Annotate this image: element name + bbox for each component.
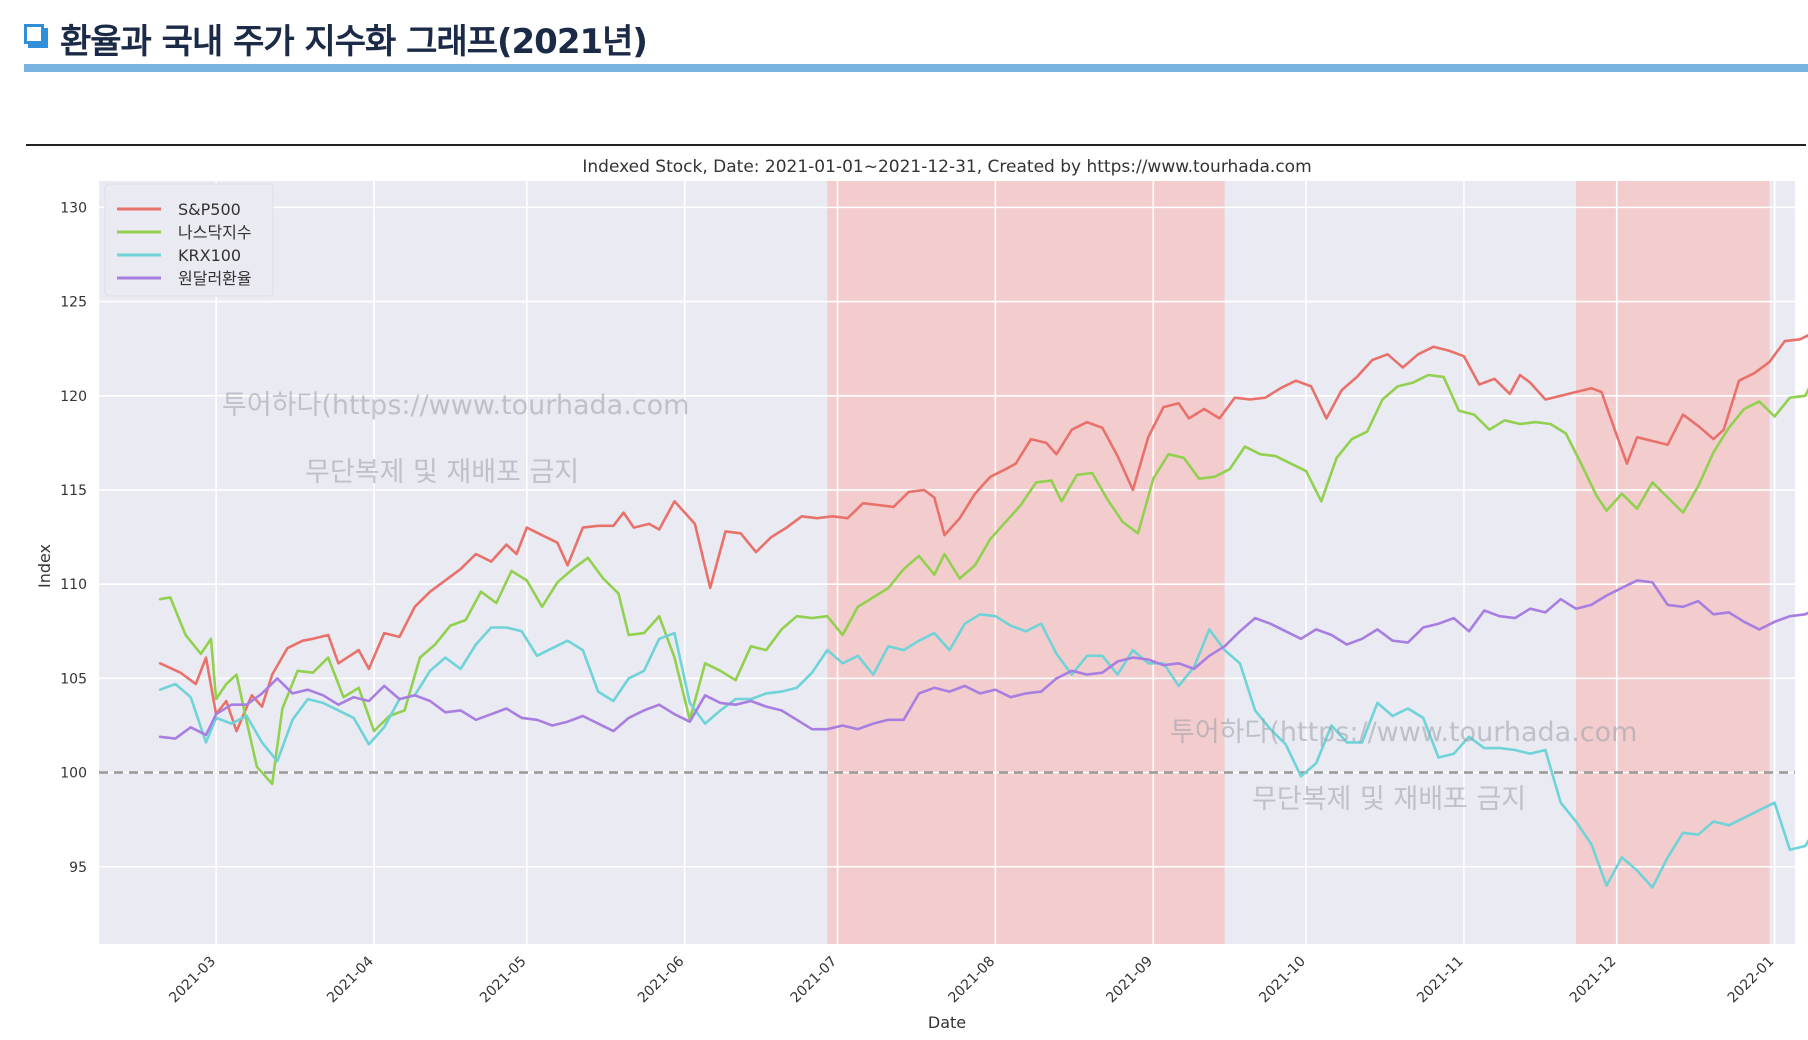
checkbox-square-icon [24,24,48,48]
watermark-line: 투어하다(https://www.tourhada.com [1170,717,1637,748]
y-tick-label: 115 [60,483,87,499]
watermark-line: 무단복제 및 재배포 금지 [1252,784,1526,815]
figure-divider [26,144,1806,146]
series-lines [158,333,1808,889]
series-line [158,373,1808,786]
legend-label: 나스닥지수 [178,223,252,242]
shaded-range [1575,181,1770,944]
y-tick-label: 125 [60,295,87,311]
y-tick-label: 100 [60,766,87,782]
series-line [158,333,1808,733]
x-tick-label: 2021-04 [324,953,377,1006]
series-line [158,579,1808,740]
y-tick-label: 130 [60,200,87,216]
x-tick-label: 2021-07 [788,954,841,1007]
watermarks: 투어하다(https://www.tourhada.com 무단복제 및 재배포… [222,390,1637,815]
legend-box [104,183,274,297]
header-divider [24,64,1808,72]
watermark-line: 무단복제 및 재배포 금지 [305,457,579,488]
shaded-range [827,181,1225,944]
x-tick-label: 2021-06 [635,953,688,1006]
legend-label: KRX100 [178,246,241,265]
y-axis-ticks: 95 100 105 110 115 120 125 130 [60,200,87,875]
legend: S&P500 나스닥지수 KRX100 원달러환율 [104,183,274,297]
x-tick-label: 2021-05 [477,954,530,1007]
x-tick-label: 2021-10 [1256,954,1309,1007]
y-tick-label: 105 [60,671,87,687]
x-tick-label: 2022-01 [1725,954,1778,1007]
page-header: 환율과 국내 주가 지수화 그래프(2021년) [24,14,1808,64]
x-tick-label: 2021-03 [166,954,219,1007]
legend-label: S&P500 [178,200,241,219]
legend-label: 원달러환율 [178,269,252,288]
y-axis-label: Index [35,544,54,588]
x-tick-label: 2021-09 [1103,954,1156,1007]
y-tick-label: 110 [60,577,87,593]
chart-title: Indexed Stock, Date: 2021-01-01~2021-12-… [582,157,1311,177]
x-tick-label: 2021-12 [1567,954,1620,1007]
indexed-stock-chart: Indexed Stock, Date: 2021-01-01~2021-12-… [35,157,1808,1032]
x-tick-label: 2021-11 [1414,954,1467,1007]
series-line [158,612,1808,889]
x-axis-ticks: 2021-03 2021-04 2021-05 2021-06 2021-07 2021-… [166,953,1777,1006]
x-axis-label: Date [928,1013,966,1032]
page-title: 환율과 국내 주가 지수화 그래프(2021년) [60,22,648,62]
y-tick-label: 95 [69,860,87,876]
gridlines [99,181,1795,944]
y-tick-label: 120 [60,389,87,405]
shaded-ranges [827,181,1770,944]
x-tick-label: 2021-08 [946,954,999,1007]
watermark-line: 투어하다(https://www.tourhada.com [222,390,689,421]
